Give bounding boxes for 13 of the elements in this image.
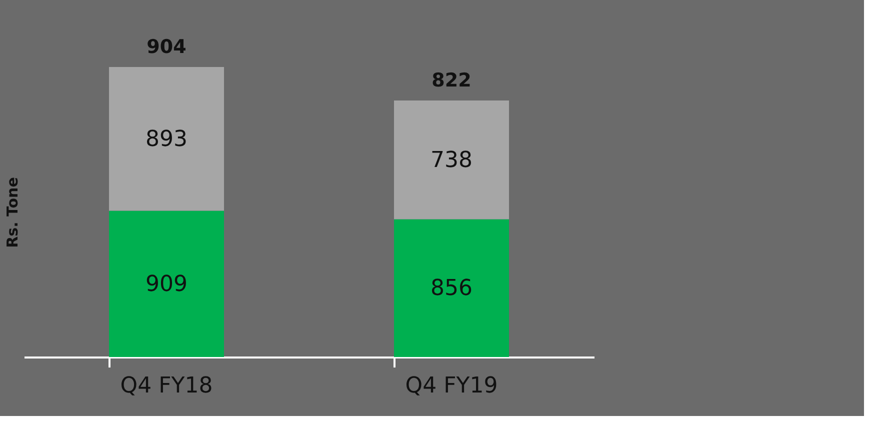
data-label: 909 <box>146 272 188 297</box>
bar <box>394 219 509 357</box>
annotation: 822 <box>432 69 472 92</box>
text: 904 <box>146 36 186 58</box>
x-tick-label: Q4 FY19 <box>405 374 498 398</box>
bar <box>109 210 224 357</box>
bar <box>394 100 509 220</box>
x-tick-label: Q4 FY18 <box>120 374 213 398</box>
bar <box>109 67 224 211</box>
y-axis-title: Rs. Tone <box>4 177 22 248</box>
data-label: 893 <box>146 126 188 152</box>
data-label: 856 <box>430 276 472 302</box>
data-label: 738 <box>430 148 472 173</box>
